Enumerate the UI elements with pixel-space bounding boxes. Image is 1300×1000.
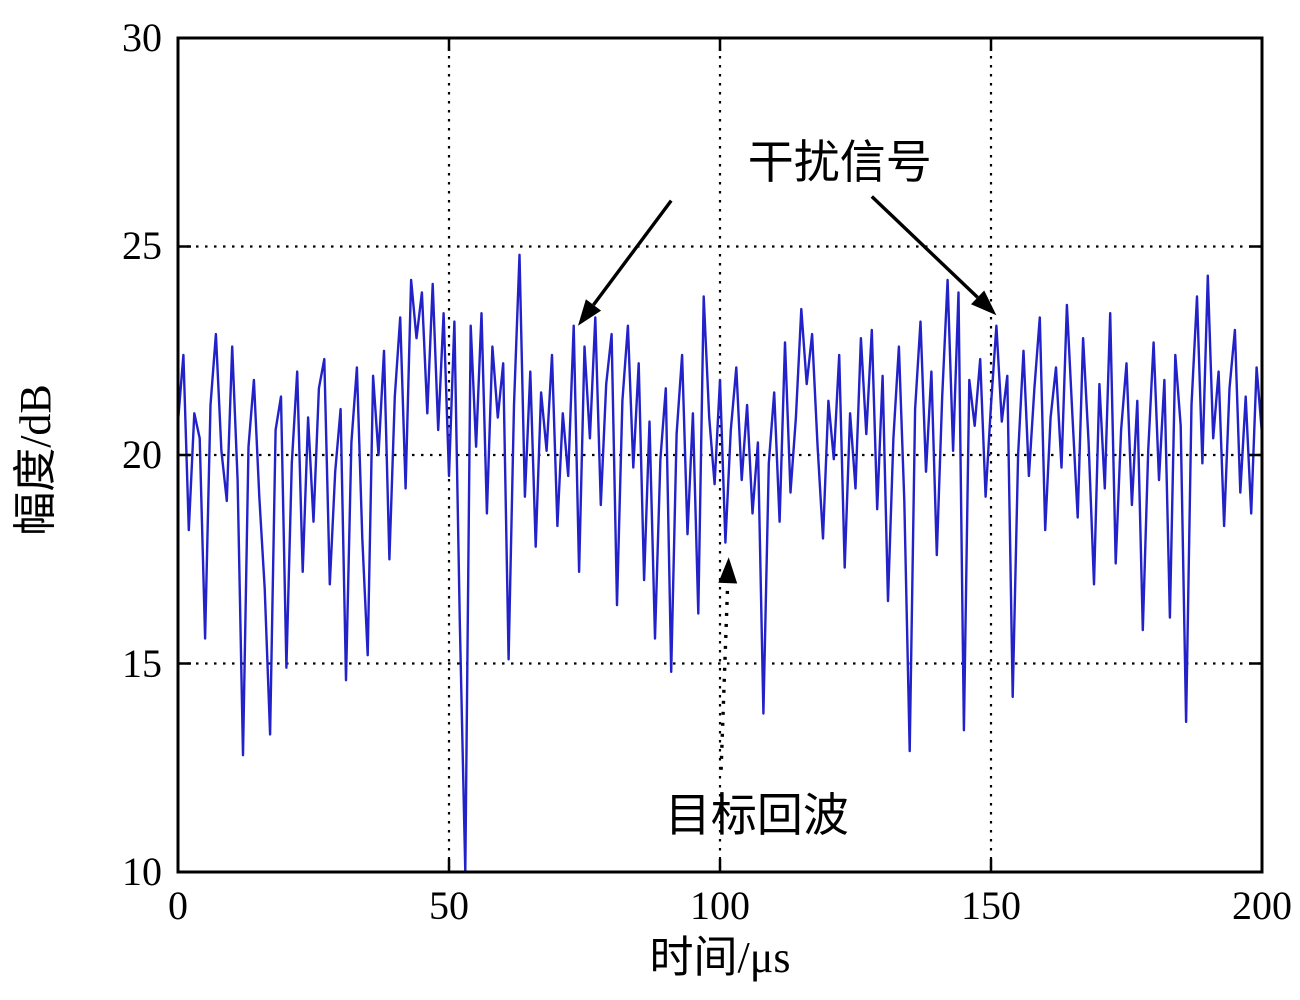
- y-tick-label: 25: [122, 223, 162, 268]
- x-axis-label: 时间/μs: [649, 933, 791, 982]
- y-tick-label: 15: [122, 641, 162, 686]
- x-tick-label: 150: [961, 883, 1021, 928]
- annotation-arrowhead: [718, 557, 738, 584]
- annotation-arrow: [719, 583, 730, 770]
- x-tick-label: 0: [168, 883, 188, 928]
- annotation-arrowhead: [578, 299, 602, 326]
- annotation-arrow: [870, 195, 979, 299]
- annotation-interference-label: 干扰信号: [747, 137, 932, 189]
- y-tick-label: 10: [122, 849, 162, 894]
- x-tick-label: 200: [1232, 883, 1292, 928]
- x-tick-label: 100: [690, 883, 750, 928]
- y-axis-label: 幅度/dB: [11, 384, 60, 536]
- y-tick-label: 20: [122, 432, 162, 477]
- annotation-target-echo-label: 目标回波: [664, 789, 849, 841]
- annotation-arrow: [592, 199, 673, 306]
- annotation-arrowhead: [971, 290, 997, 316]
- signal-line: [176, 253, 1264, 874]
- x-tick-label: 50: [429, 883, 469, 928]
- y-tick-label: 30: [122, 15, 162, 60]
